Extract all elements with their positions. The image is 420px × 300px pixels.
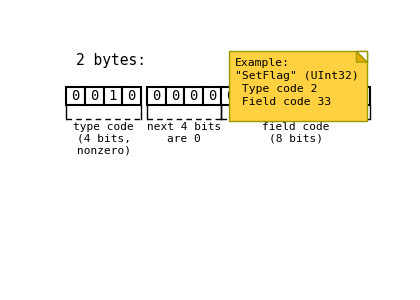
Bar [221, 87, 240, 105]
Bar [259, 87, 277, 105]
Bar [315, 87, 333, 105]
Bar [122, 87, 141, 105]
Text: 1: 1 [109, 89, 117, 103]
Bar [85, 87, 104, 105]
Text: 0: 0 [282, 89, 291, 103]
Bar [184, 87, 203, 105]
Text: 0: 0 [90, 89, 99, 103]
Bar [66, 87, 85, 105]
Text: 2 bytes:: 2 bytes: [76, 53, 146, 68]
Text: Field code 33: Field code 33 [235, 97, 331, 107]
Text: 0: 0 [208, 89, 216, 103]
Text: type code
(4 bits,
nonzero): type code (4 bits, nonzero) [73, 122, 134, 155]
Bar [147, 87, 165, 105]
Text: 1: 1 [357, 89, 365, 103]
Text: 0: 0 [152, 89, 160, 103]
Text: 0: 0 [338, 89, 346, 103]
Text: 0: 0 [189, 89, 198, 103]
Text: 0: 0 [171, 89, 179, 103]
Bar [296, 87, 315, 105]
Bar [203, 87, 221, 105]
Bar [333, 87, 352, 105]
Polygon shape [356, 51, 367, 62]
Text: 0: 0 [226, 89, 235, 103]
Text: "SetFlag" (UInt32): "SetFlag" (UInt32) [235, 70, 358, 81]
Bar [277, 87, 296, 105]
Text: Type code 2: Type code 2 [235, 84, 317, 94]
Bar [165, 87, 184, 105]
Text: 0: 0 [320, 89, 328, 103]
Text: 0: 0 [301, 89, 310, 103]
Text: Example:: Example: [235, 58, 290, 68]
Text: next 4 bits
are 0: next 4 bits are 0 [147, 122, 221, 144]
Bar [240, 87, 259, 105]
Bar [104, 87, 122, 105]
Text: 1: 1 [264, 89, 272, 103]
Text: 0: 0 [245, 89, 254, 103]
Text: field code
(8 bits): field code (8 bits) [262, 122, 330, 144]
Text: 0: 0 [127, 89, 136, 103]
Text: 0: 0 [71, 89, 80, 103]
Bar [352, 87, 370, 105]
Bar [229, 51, 367, 121]
Polygon shape [356, 51, 367, 62]
